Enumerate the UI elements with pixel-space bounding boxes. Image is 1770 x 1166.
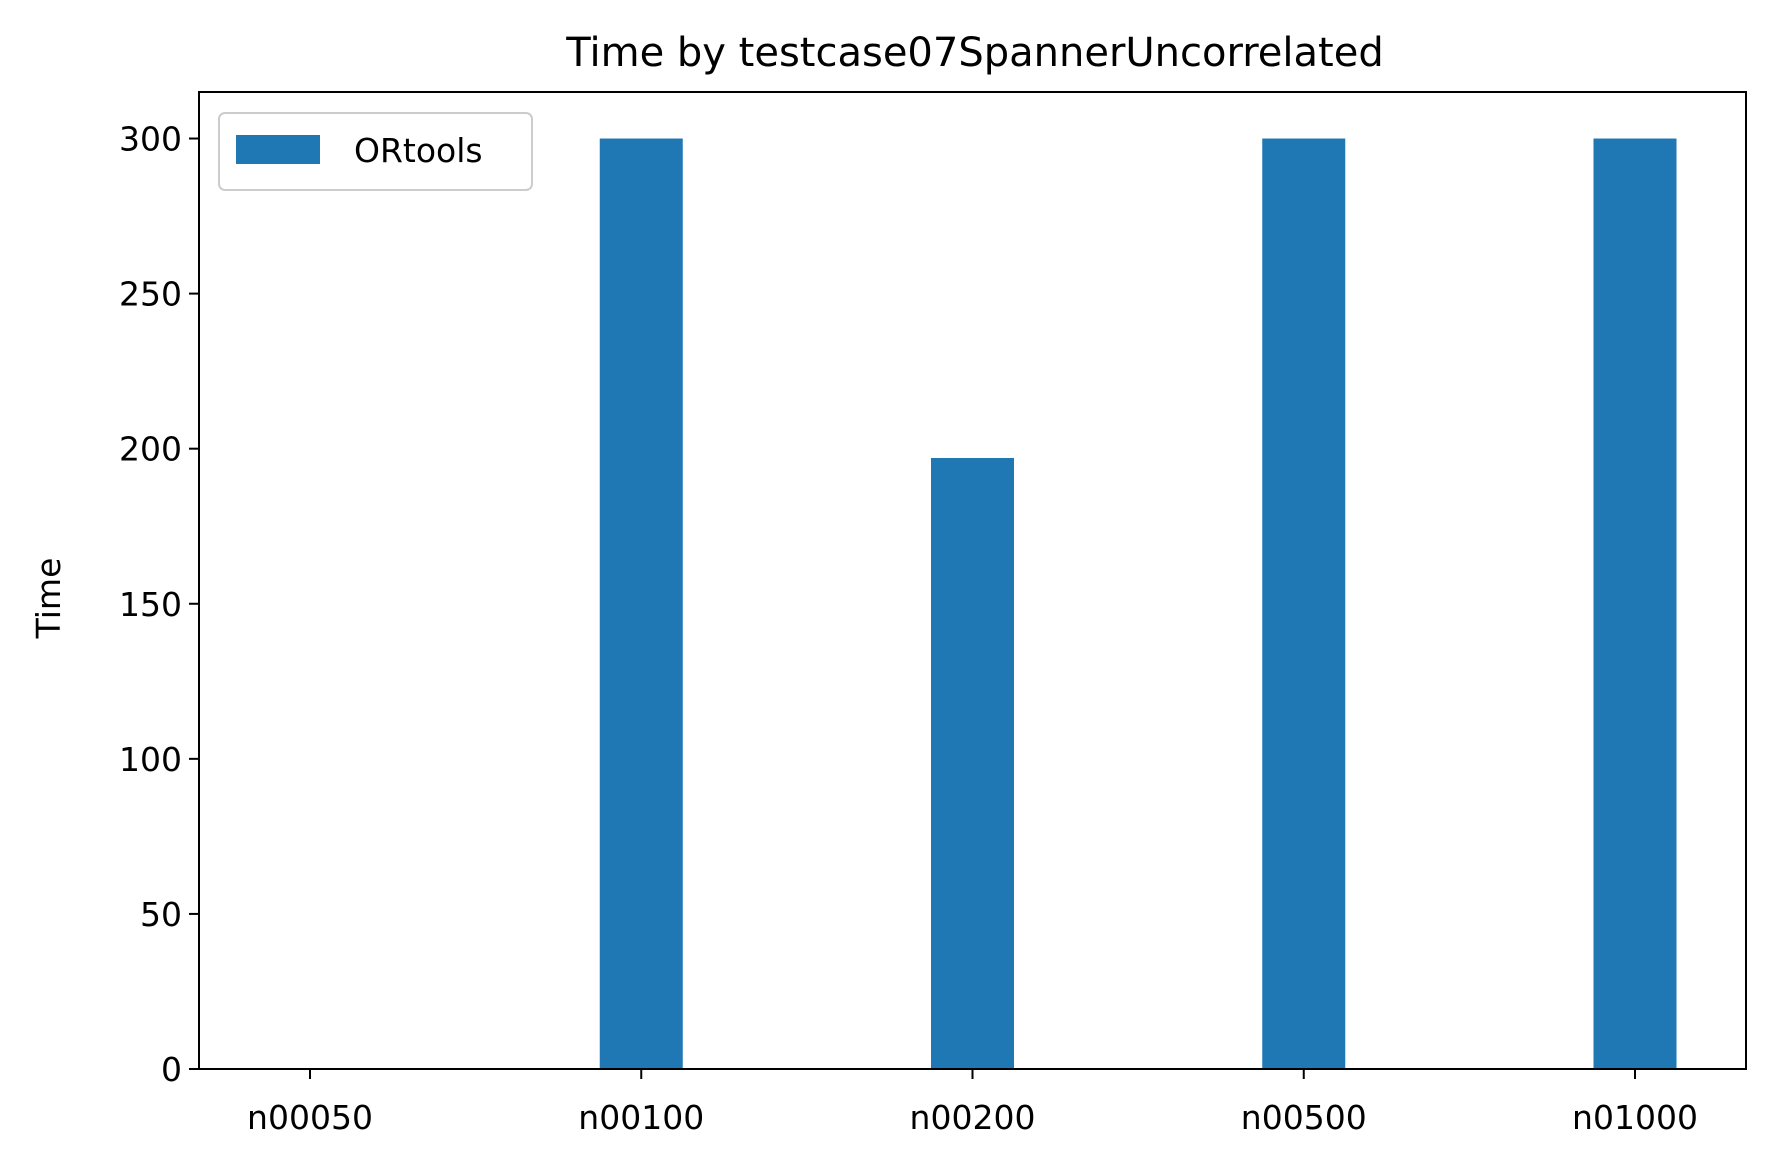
bars-group — [599, 138, 1677, 1069]
bar-n00100 — [599, 138, 683, 1069]
bar-n00500 — [1262, 138, 1346, 1069]
x-axis: n00050 n00100 n00200 n00500 n01000 — [247, 1069, 1698, 1137]
x-tick-label-n00100: n00100 — [578, 1098, 704, 1137]
legend-box — [218, 112, 533, 191]
x-tick-label-n00050: n00050 — [247, 1098, 373, 1137]
legend: ORtools — [218, 112, 533, 191]
y-tick-label-300: 300 — [119, 120, 182, 159]
bar-n01000 — [1593, 138, 1677, 1069]
y-axis: 0 50 100 150 200 250 300 — [119, 120, 199, 1089]
x-tick-label-n00500: n00500 — [1241, 1098, 1367, 1137]
y-tick-label-250: 250 — [119, 275, 182, 314]
y-tick-label-200: 200 — [119, 430, 182, 469]
y-tick-label-50: 50 — [140, 895, 182, 934]
x-tick-label-n00200: n00200 — [910, 1098, 1036, 1137]
legend-label: ORtools — [354, 131, 483, 170]
chart-title: Time by testcase07SpannerUncorrelated — [565, 30, 1383, 76]
y-axis-label: Time — [29, 558, 68, 640]
y-tick-label-100: 100 — [119, 740, 182, 779]
legend-swatch — [236, 135, 320, 164]
x-tick-label-n01000: n01000 — [1572, 1098, 1698, 1137]
plot-frame — [198, 91, 1747, 1070]
y-tick-label-0: 0 — [161, 1050, 182, 1089]
bar-n00200 — [931, 457, 1014, 1069]
y-tick-label-150: 150 — [119, 585, 182, 624]
